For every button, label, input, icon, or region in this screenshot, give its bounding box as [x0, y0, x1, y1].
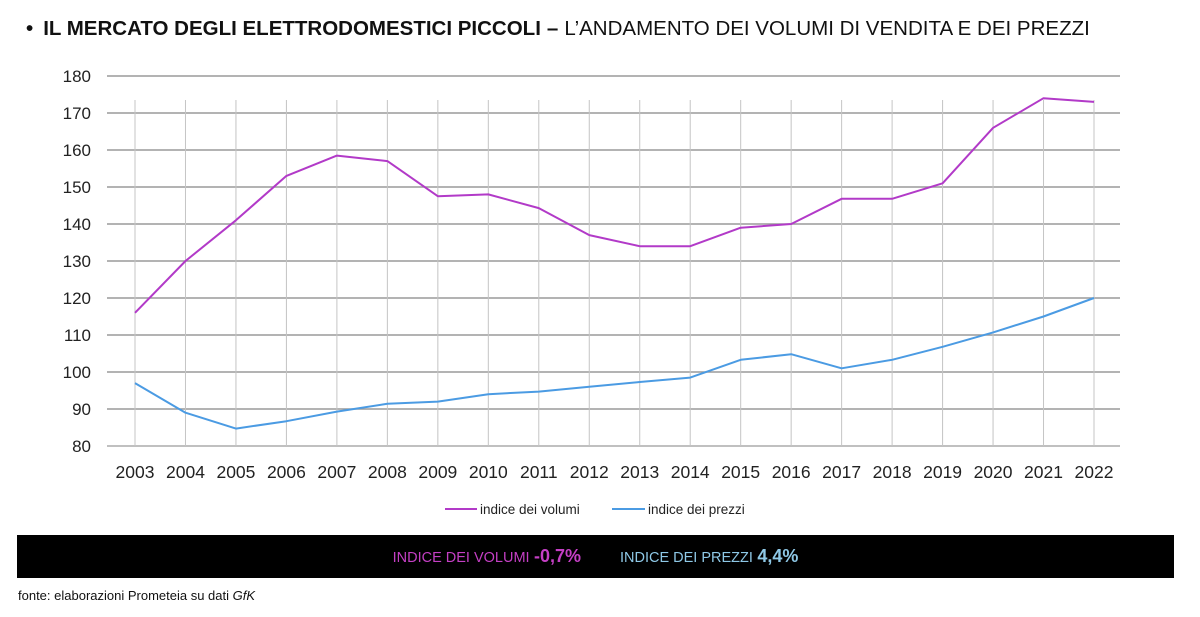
- x-tick-label: 2022: [1075, 462, 1114, 482]
- title-bold-part: IL MERCATO DEGLI ELETTRODOMESTICI PICCOL…: [43, 17, 541, 40]
- x-tick-label: 2016: [772, 462, 811, 482]
- title-light-part: L’ANDAMENTO DEI VOLUMI DI VENDITA E DEI …: [564, 17, 1090, 40]
- x-tick-label: 2004: [166, 462, 205, 482]
- x-tick-label: 2018: [873, 462, 912, 482]
- summary-band: INDICE DEI VOLUMI -0,7% INDICE DEI PREZZ…: [17, 535, 1174, 578]
- source-italic: GfK: [232, 588, 256, 603]
- y-tick-label: 170: [63, 104, 91, 123]
- title-bullet: •: [26, 17, 34, 40]
- x-tick-label: 2008: [368, 462, 407, 482]
- y-tick-label: 100: [63, 363, 91, 382]
- x-tick-label: 2009: [418, 462, 457, 482]
- volumi-label: INDICE DEI VOLUMI: [392, 550, 530, 566]
- x-tick-label: 2005: [216, 462, 255, 482]
- x-tick-label: 2006: [267, 462, 306, 482]
- series-line-prezzi: [134, 297, 1095, 430]
- y-tick-label: 160: [63, 141, 91, 160]
- x-tick-label: 2011: [520, 462, 558, 482]
- x-tick-label: 2021: [1024, 462, 1063, 482]
- volumi-value: -0,7%: [534, 546, 582, 566]
- x-tick-label: 2019: [923, 462, 962, 482]
- prezzi-value: 4,4%: [757, 546, 799, 566]
- x-tick-label: 2010: [469, 462, 508, 482]
- y-tick-label: 80: [72, 437, 91, 456]
- x-tick-label: 2003: [116, 462, 155, 482]
- y-tick-label: 150: [63, 178, 91, 197]
- series-line-volumi: [134, 97, 1095, 314]
- legend-label: indice dei volumi: [480, 502, 580, 517]
- y-tick-label: 140: [63, 215, 91, 234]
- chart-title: • IL MERCATO DEGLI ELETTRODOMESTICI PICCO…: [26, 14, 1090, 44]
- y-tick-label: 130: [63, 252, 91, 271]
- source-note: fonte: elaborazioni Prometeia su dati Gf…: [18, 588, 255, 603]
- x-tick-label: 2020: [974, 462, 1013, 482]
- y-tick-label: 120: [63, 289, 91, 308]
- source-prefix: fonte: elaborazioni Prometeia su dati: [18, 588, 230, 603]
- x-tick-label: 2007: [317, 462, 356, 482]
- y-tick-label: 180: [63, 67, 91, 86]
- x-tick-label: 2014: [671, 462, 710, 482]
- prezzi-label: INDICE DEI PREZZI: [619, 550, 753, 566]
- legend-label: indice dei prezzi: [648, 502, 745, 517]
- y-tick-label: 90: [72, 400, 91, 419]
- x-tick-label: 2015: [721, 462, 760, 482]
- y-tick-label: 110: [64, 326, 91, 345]
- x-tick-label: 2017: [822, 462, 861, 482]
- line-chart: 80 90 100 110 120 130 140 150 160 170 180 2003 2004 2…: [63, 67, 1120, 517]
- x-tick-label: 2013: [620, 462, 659, 482]
- title-separator: –: [546, 17, 559, 40]
- x-tick-label: 2012: [570, 462, 609, 482]
